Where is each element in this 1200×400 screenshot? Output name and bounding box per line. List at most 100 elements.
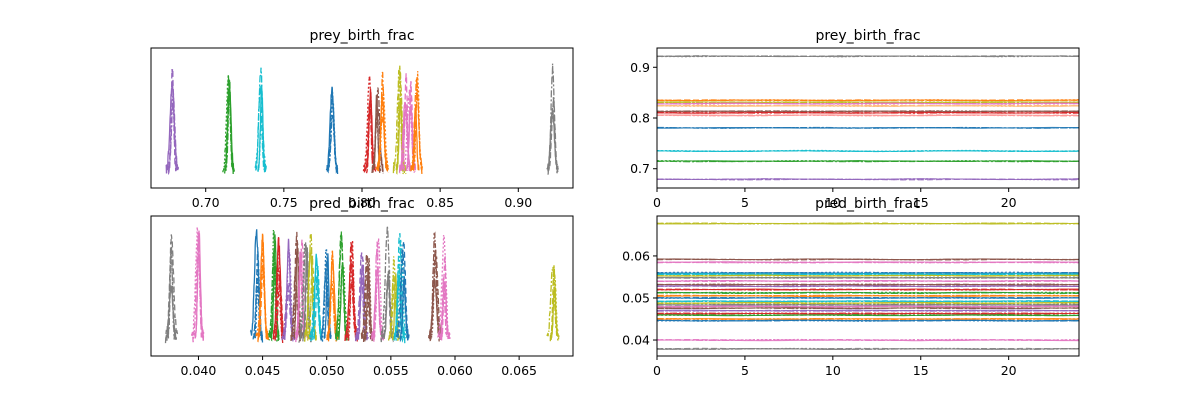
y-tick: 0.8 xyxy=(630,111,657,126)
density-series xyxy=(393,233,407,344)
trace-series xyxy=(656,55,1080,58)
x-tick: 0.85 xyxy=(426,188,454,210)
trace-series xyxy=(656,222,1080,225)
pred-birth-frac-trace-panel: pred_birth_frac 0 5 10 15 20 0.04 0.05 0.06 xyxy=(622,196,1080,378)
trace-series xyxy=(656,294,1080,297)
density-series xyxy=(164,234,179,344)
axes-frame xyxy=(150,47,574,189)
x-tick-label: 10 xyxy=(825,363,841,378)
x-tick-label: 0.060 xyxy=(437,363,473,378)
x-tick: 0.060 xyxy=(437,356,473,378)
density-series xyxy=(360,254,374,343)
x-tick: 10 xyxy=(825,188,841,210)
y-tick-label: 0.06 xyxy=(622,248,650,263)
x-tick: 0.040 xyxy=(181,356,217,378)
density-series xyxy=(428,231,443,342)
trace-series xyxy=(656,126,1080,129)
trace-series xyxy=(656,300,1080,303)
trace-series xyxy=(656,291,1080,295)
panel-title: pred_birth_frac xyxy=(815,196,921,212)
trace-series xyxy=(656,104,1080,107)
x-tick: 0.90 xyxy=(504,188,532,210)
x-tick: 0 xyxy=(653,188,661,210)
y-tick-label: 0.9 xyxy=(630,60,650,75)
density-series xyxy=(191,227,205,343)
prey-birth-frac-trace-panel: prey_birth_frac 0 5 10 15 20 0.7 0.8 0.9 xyxy=(630,28,1080,210)
trace-series xyxy=(656,318,1080,321)
density-series xyxy=(546,63,560,175)
density-series xyxy=(281,238,296,342)
trace-series xyxy=(656,276,1080,279)
x-tick-label: 0.85 xyxy=(426,195,454,210)
x-tick: 0.70 xyxy=(192,188,220,210)
x-tick: 0.75 xyxy=(270,188,298,210)
x-tick-label: 0 xyxy=(653,195,661,210)
x-tick: 5 xyxy=(741,356,749,378)
x-tick-label: 15 xyxy=(913,195,929,210)
x-tick-label: 0.065 xyxy=(501,363,537,378)
x-tick-label: 15 xyxy=(913,363,929,378)
x-tick: 0.055 xyxy=(373,356,409,378)
y-tick: 0.04 xyxy=(622,333,657,348)
x-tick-label: 0.050 xyxy=(309,363,345,378)
axes-frame xyxy=(656,47,1080,189)
x-tick-label: 10 xyxy=(825,195,841,210)
x-tick-label: 0.75 xyxy=(270,195,298,210)
trace-series xyxy=(656,149,1080,153)
density-series xyxy=(308,253,323,342)
y-tick: 0.7 xyxy=(630,161,657,176)
trace-series xyxy=(656,102,1080,105)
axes-frame xyxy=(656,215,1080,357)
y-tick-label: 0.7 xyxy=(630,161,650,176)
x-tick: 0 xyxy=(653,356,661,378)
density-series xyxy=(546,265,560,342)
trace-series xyxy=(656,305,1080,308)
axes-frame xyxy=(150,215,574,357)
x-tick: 20 xyxy=(1001,188,1017,210)
density-series xyxy=(437,235,451,341)
trace-series xyxy=(656,347,1080,350)
trace-series xyxy=(656,111,1080,114)
x-tick: 10 xyxy=(825,356,841,378)
x-tick: 0.045 xyxy=(245,356,280,378)
density-series xyxy=(254,67,268,173)
x-tick: 15 xyxy=(913,356,929,378)
density-series xyxy=(344,240,359,342)
x-tick-label: 20 xyxy=(1001,195,1017,210)
trace-series xyxy=(656,273,1080,276)
density-series xyxy=(375,71,390,173)
trace-series xyxy=(656,303,1080,306)
x-tick-label: 0.80 xyxy=(348,195,376,210)
y-tick: 0.06 xyxy=(622,248,657,263)
trace-series xyxy=(656,312,1080,315)
x-tick: 0.065 xyxy=(501,356,537,378)
x-tick-label: 5 xyxy=(741,195,749,210)
y-tick-label: 0.05 xyxy=(622,290,650,305)
trace-series xyxy=(656,301,1080,305)
trace-series xyxy=(656,296,1080,300)
y-tick: 0.05 xyxy=(622,290,657,305)
trace-series xyxy=(656,309,1080,312)
trace-series xyxy=(656,338,1080,342)
trace-series xyxy=(656,178,1080,181)
trace-series xyxy=(656,160,1080,163)
trace-series xyxy=(656,101,1080,104)
trace-series xyxy=(656,261,1080,264)
trace-series xyxy=(656,114,1080,117)
x-tick-label: 0.90 xyxy=(504,195,532,210)
density-series xyxy=(165,68,179,176)
density-series xyxy=(396,242,410,343)
panel-title: pred_birth_frac xyxy=(309,196,415,212)
trace-series xyxy=(656,314,1080,317)
x-tick-label: 0.040 xyxy=(181,363,217,378)
density-series xyxy=(272,236,286,344)
trace-series xyxy=(656,307,1080,310)
trace-series xyxy=(656,283,1080,286)
trace-series xyxy=(656,279,1080,283)
x-tick-label: 0.055 xyxy=(373,363,409,378)
x-tick: 5 xyxy=(741,188,749,210)
trace-series xyxy=(656,285,1080,288)
x-tick: 0.80 xyxy=(348,188,376,210)
density-series xyxy=(410,71,424,174)
